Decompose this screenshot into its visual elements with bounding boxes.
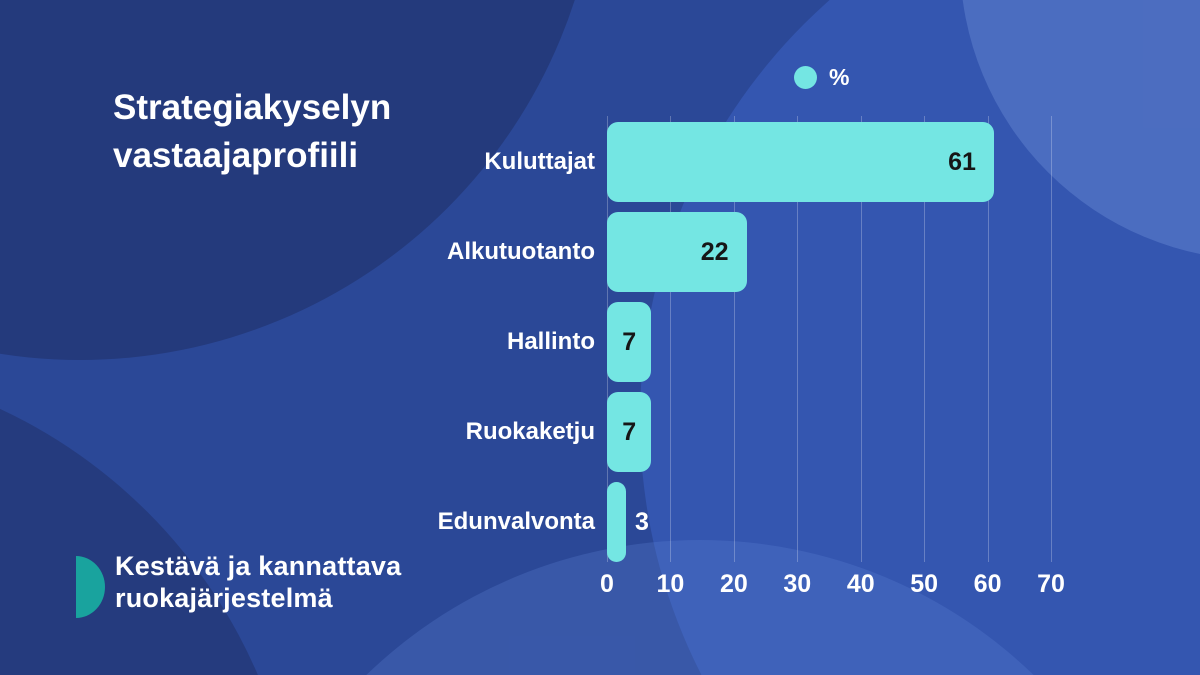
x-axis-tick-10: 10 [656, 570, 685, 598]
slide-title: Strategiakyselyn vastaajaprofiili [113, 84, 493, 180]
bar-2 [607, 302, 652, 382]
x-axis-tick-60: 60 [973, 570, 1002, 598]
bar-value-0: 61 [948, 148, 976, 176]
gridline-20 [733, 116, 735, 562]
footer-text-line1: Kestävä ja kannattava [115, 551, 402, 581]
gridline-70 [1051, 116, 1052, 562]
bar-1 [607, 212, 747, 292]
category-label-0: Kuluttajat [484, 148, 595, 175]
x-axis-tick-0: 0 [600, 570, 614, 598]
bar-4 [607, 482, 627, 562]
bar-value-1: 22 [700, 238, 729, 266]
legend-label: % [829, 64, 850, 90]
bar-value-4: 3 [635, 508, 649, 536]
gridline-10 [670, 116, 672, 562]
bar-value-2: 7 [622, 328, 637, 356]
category-label-1: Alkutuotanto [447, 238, 595, 265]
gridline-50 [924, 116, 926, 562]
gridline-40 [860, 116, 862, 562]
footer-text-line2: ruokajärjestelmä [115, 583, 333, 613]
gridline-60 [987, 116, 989, 562]
slide-title-line1: Strategiakyselyn [113, 88, 392, 127]
x-axis-tick-40: 40 [846, 570, 875, 598]
x-axis-tick-30: 30 [783, 570, 812, 598]
slide-title-line2: vastaajaprofiili [113, 136, 359, 175]
legend-swatch-circle-icon [794, 66, 817, 89]
x-axis-tick-20: 20 [719, 570, 748, 598]
bar-0 [607, 122, 994, 202]
footer-text: Kestävä ja kannattava ruokajärjestelmä [115, 550, 535, 614]
x-axis-tick-70: 70 [1037, 570, 1065, 598]
category-label-4: Edunvalvonta [437, 508, 595, 535]
gridline-30 [797, 116, 799, 562]
bar-3 [607, 392, 652, 472]
x-axis-tick-50: 50 [910, 570, 939, 598]
category-label-2: Hallinto [507, 328, 595, 355]
background-circle-light-right [640, 0, 1200, 675]
bar-value-3: 7 [622, 418, 637, 446]
category-label-3: Ruokaketju [465, 418, 595, 445]
